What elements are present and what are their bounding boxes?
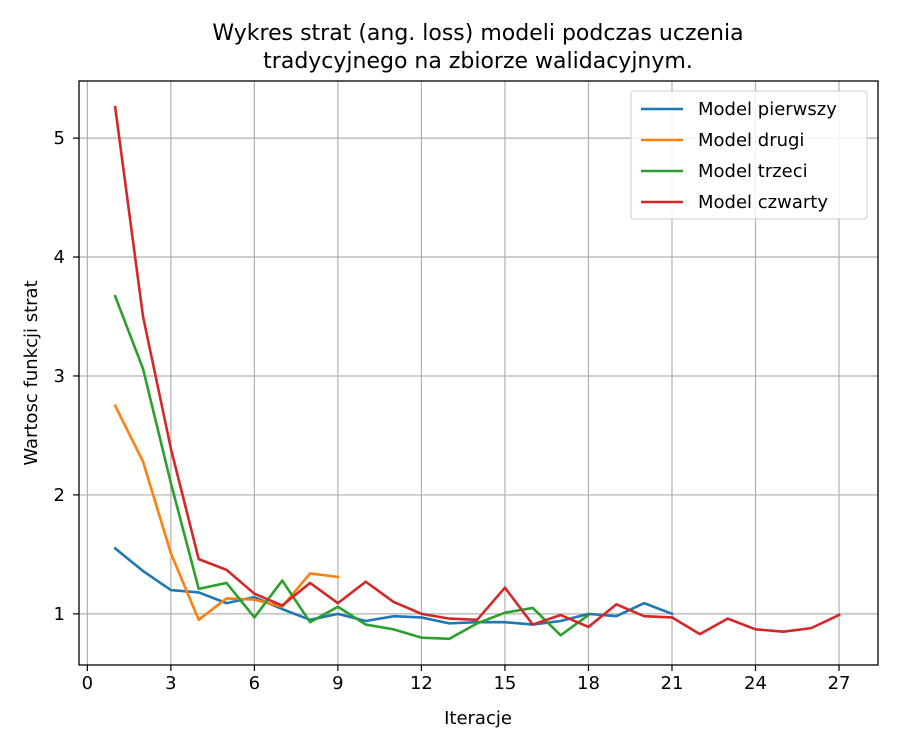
chart-title-line-2: tradycyjnego na zbiorze walidacyjnym. [263,49,693,74]
y-tick-label: 5 [54,128,65,149]
legend-label: Model pierwszy [698,99,837,120]
x-tick-label: 21 [661,673,684,694]
series-line-2 [113,403,340,622]
legend: Model pierwszy Model drugi Model trzeci Mod… [630,90,868,220]
x-tick-label: 24 [744,673,767,694]
legend-label: Model trzeci [698,161,808,182]
x-tick-label: 27 [828,673,851,694]
series-line-1 [113,546,674,626]
y-tick-label: 4 [54,247,65,268]
x-tick-label: 12 [410,673,433,694]
y-tick-label: 2 [54,485,65,506]
y-tick-label: 1 [54,604,65,625]
x-tick-label: 0 [82,673,93,694]
plot-frame [78,80,879,666]
series-line-4 [113,105,841,636]
x-axis-label: Iteracje [444,708,512,729]
legend-label: Model drugi [698,130,804,151]
legend-label: Model czwarty [698,192,828,213]
chart-title-line-1: Wykres strat (ang. loss) modeli podczas … [212,21,743,46]
x-tick-label: 3 [165,673,176,694]
y-tick-label: 3 [54,366,65,387]
series-line-3 [113,294,591,641]
x-tick-label: 15 [493,673,516,694]
x-tick-label: 18 [577,673,600,694]
legend-box [630,90,868,220]
x-tick-label: 9 [332,673,343,694]
series-lines [113,105,841,641]
x-tick-label: 6 [249,673,260,694]
y-axis-label: Wartosc funkcji strat [21,280,42,465]
